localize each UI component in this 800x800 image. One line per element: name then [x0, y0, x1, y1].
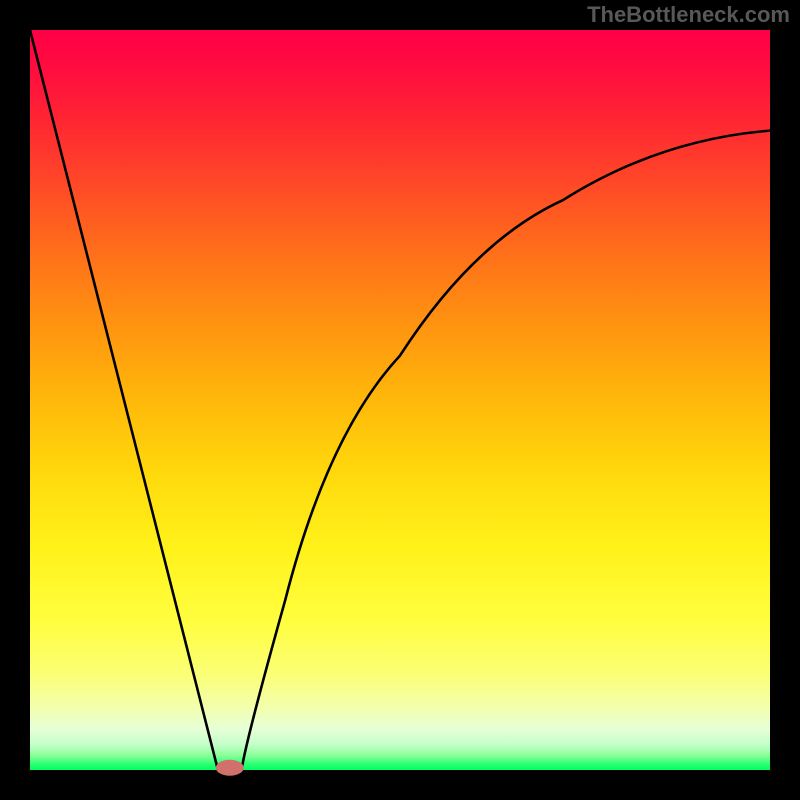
bottleneck-chart: [0, 0, 800, 800]
chart-frame: TheBottleneck.com: [0, 0, 800, 800]
plot-background: [30, 30, 770, 770]
watermark-text: TheBottleneck.com: [587, 2, 790, 28]
optimal-marker: [216, 760, 244, 776]
